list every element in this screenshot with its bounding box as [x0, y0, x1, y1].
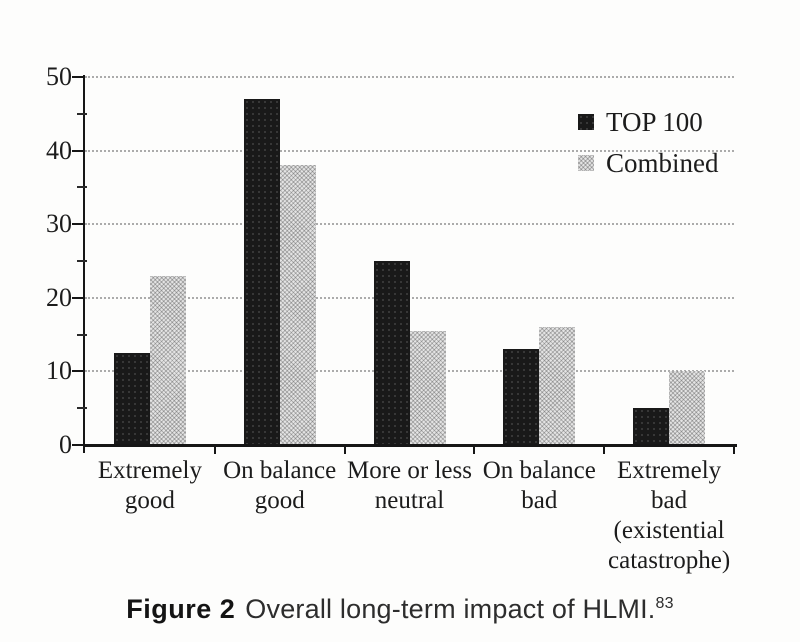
legend-label-top100: TOP 100	[606, 106, 703, 137]
x-label-0: Extremely good	[97, 457, 202, 514]
gridline-30	[85, 223, 734, 226]
bar-top100-2	[373, 261, 410, 445]
x-tick-2	[343, 446, 346, 454]
gridline-20	[85, 296, 734, 299]
legend-item-top100: TOP 100	[578, 105, 719, 139]
y-minor-tick-15	[77, 333, 87, 336]
y-tick-30	[72, 223, 84, 226]
y-tick-label-30: 30	[46, 209, 72, 239]
bar-combined-4	[669, 371, 706, 445]
y-tick-label-10: 10	[46, 356, 72, 386]
legend-item-combined: Combined	[578, 146, 719, 180]
bar-combined-2	[409, 330, 446, 445]
x-tick-3	[473, 446, 476, 454]
y-tick-40	[72, 149, 84, 152]
figure-caption-number: Figure 2	[126, 594, 236, 624]
y-axis-line	[83, 75, 85, 453]
y-minor-tick-35	[77, 186, 87, 189]
bar-top100-3	[503, 349, 540, 445]
y-minor-tick-5	[77, 407, 87, 410]
legend-swatch-combined	[578, 155, 594, 171]
y-tick-0	[72, 444, 84, 446]
y-tick-20	[72, 296, 84, 299]
legend: TOP 100 Combined	[578, 105, 719, 187]
x-tick-4	[603, 446, 606, 454]
x-tick-1	[213, 446, 216, 454]
figure-caption-footnote: 83	[655, 595, 674, 612]
gridline-40	[85, 149, 734, 152]
y-tick-50	[72, 76, 84, 78]
bar-combined-0	[149, 275, 186, 445]
x-label-3: On balance bad	[482, 457, 596, 514]
x-label-1: On balance good	[223, 457, 337, 514]
legend-label-combined: Combined	[606, 147, 719, 178]
y-minor-tick-25	[77, 260, 87, 262]
figure-caption: Figure 2 Overall long-term impact of HLMI…	[0, 594, 800, 625]
x-axis-line	[83, 444, 737, 447]
x-label-2: More or less neutral	[347, 457, 472, 514]
x-tick-5	[733, 446, 735, 454]
y-tick-label-0: 0	[59, 430, 72, 459]
gridline-50	[85, 76, 734, 78]
bar-top100-0	[113, 353, 150, 445]
bar-top100-4	[633, 408, 670, 445]
y-tick-label-50: 50	[46, 62, 72, 91]
bar-combined-1	[279, 165, 316, 445]
x-label-4: Extremely bad (existential catastrophe)	[608, 457, 731, 574]
bar-top100-1	[243, 99, 280, 445]
bar-combined-3	[539, 327, 576, 445]
y-minor-tick-45	[77, 112, 87, 115]
y-tick-label-40: 40	[46, 135, 72, 165]
legend-swatch-top100	[578, 114, 594, 130]
y-tick-10	[72, 370, 84, 373]
figure-caption-text: Overall long-term impact of HLMI.	[245, 594, 656, 624]
y-tick-label-20: 20	[46, 282, 72, 312]
